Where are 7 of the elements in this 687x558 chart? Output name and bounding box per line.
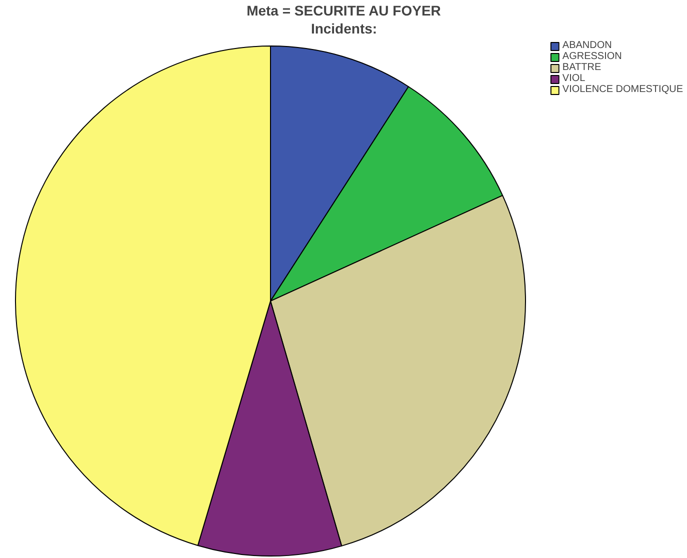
- legend-label: VIOL: [562, 73, 586, 84]
- legend-label: ABANDON: [562, 40, 612, 51]
- legend-label: AGRESSION: [562, 51, 622, 62]
- legend-label: VIOLENCE DOMESTIQUE: [562, 84, 683, 95]
- legend-label: BATTRE: [562, 62, 602, 73]
- chart-title: Meta = SECURITE AU FOYER: [246, 2, 441, 18]
- chart-subtitle: Incidents:: [310, 20, 378, 36]
